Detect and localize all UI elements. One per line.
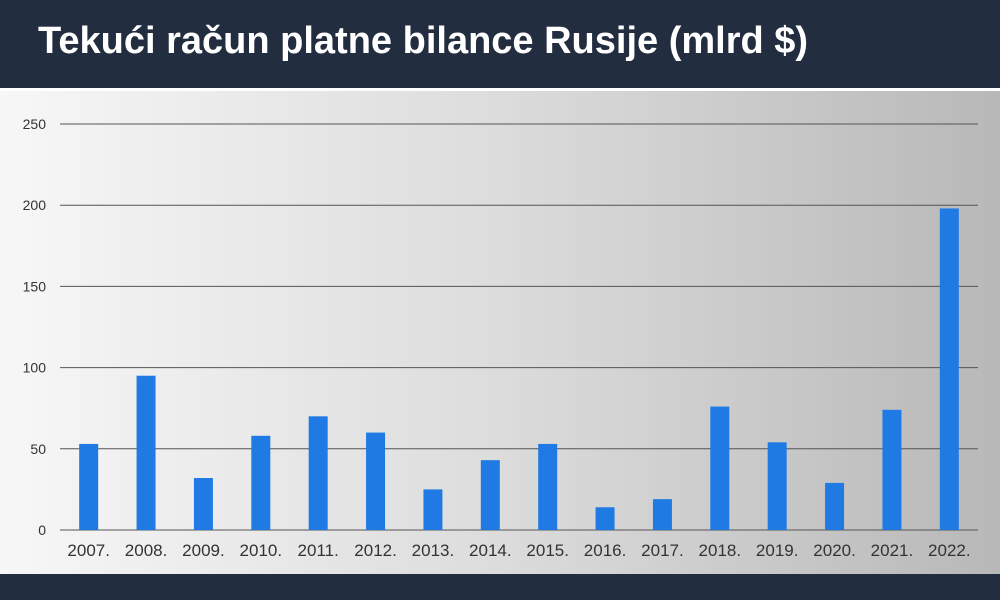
bar-2011: [308, 416, 328, 530]
bar-2022: [939, 208, 959, 530]
y-tick-label: 100: [23, 360, 47, 376]
header-bar: Tekući račun platne bilance Rusije (mlrd…: [0, 0, 1000, 88]
x-tick-label: 2013.: [412, 541, 455, 560]
x-tick-label: 2016.: [584, 541, 627, 560]
chart-title: Tekući račun platne bilance Rusije (mlrd…: [38, 20, 809, 62]
x-tick-label: 2009.: [182, 541, 225, 560]
bar-2021: [882, 409, 902, 530]
bar-2017: [652, 499, 672, 530]
bar-2010: [251, 435, 271, 530]
bar-2008: [136, 375, 156, 530]
x-tick-label: 2022.: [928, 541, 971, 560]
footer-bar: [0, 574, 1000, 600]
x-tick-label: 2019.: [756, 541, 799, 560]
bar-2007: [79, 443, 99, 530]
x-tick-label: 2017.: [641, 541, 684, 560]
x-tick-label: 2015.: [526, 541, 569, 560]
x-tick-label: 2007.: [67, 541, 110, 560]
bar-2018: [710, 406, 730, 530]
x-tick-label: 2021.: [871, 541, 914, 560]
bar-2015: [538, 443, 558, 530]
x-tick-label: 2012.: [354, 541, 397, 560]
x-tick-label: 2020.: [813, 541, 856, 560]
y-tick-label: 250: [23, 116, 47, 132]
bar-2016: [595, 507, 615, 530]
bar-2009: [193, 478, 213, 530]
bar-2020: [825, 482, 845, 530]
y-tick-label: 50: [30, 441, 46, 457]
x-tick-label: 2014.: [469, 541, 512, 560]
bar-2014: [480, 460, 500, 530]
y-tick-label: 200: [23, 197, 47, 213]
bar-2012: [366, 432, 386, 530]
bar-chart: 0 50 100 150 200 250 2007. 2008. 2009. 2010. 2011.…: [23, 116, 978, 560]
y-tick-label: 150: [23, 278, 47, 294]
x-tick-label: 2010.: [240, 541, 283, 560]
y-tick-label: 0: [38, 522, 46, 538]
x-tick-label: 2018.: [699, 541, 742, 560]
x-tick-label: 2011.: [298, 541, 339, 560]
bar-2019: [767, 442, 787, 530]
bar-2013: [423, 489, 443, 530]
x-tick-label: 2008.: [125, 541, 168, 560]
header-divider: [0, 88, 1000, 91]
